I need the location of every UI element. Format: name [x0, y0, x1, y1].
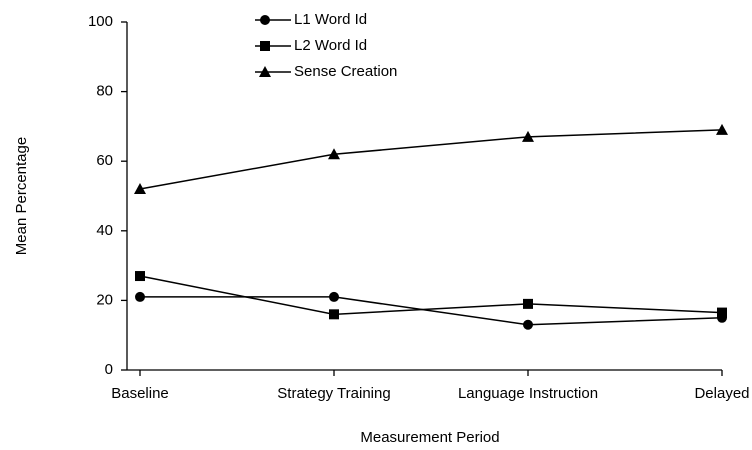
y-tick-label: 0 — [105, 361, 113, 378]
y-tick-label: 80 — [96, 83, 113, 100]
point — [259, 66, 271, 77]
y-tick-label: 20 — [96, 291, 113, 308]
x-tick-label: Strategy Training — [277, 385, 390, 402]
point — [329, 309, 339, 320]
point — [328, 148, 340, 160]
series-line — [140, 296, 723, 326]
y-tick-label: 100 — [88, 13, 113, 30]
x-tick-label: Language Instruction — [458, 385, 598, 402]
legend-label: L2 Word Id — [294, 37, 367, 54]
y-tick-label: 40 — [96, 222, 113, 239]
point — [523, 319, 533, 330]
legend-label: Sense Creation — [294, 63, 397, 80]
point — [260, 41, 270, 51]
point — [135, 271, 145, 282]
y-tick-label: 60 — [96, 152, 113, 169]
series-line — [139, 275, 723, 316]
point — [522, 130, 534, 142]
x-tick-label: Delayed — [694, 385, 749, 402]
x-tick-label: Baseline — [111, 385, 169, 402]
point — [716, 123, 728, 135]
legend-label: L1 Word Id — [294, 11, 367, 28]
point — [135, 291, 145, 302]
x-axis-title: Measurement Period — [360, 429, 499, 446]
point — [260, 15, 270, 25]
point — [523, 298, 533, 309]
y-axis-title: Mean Percentage — [13, 137, 30, 255]
point — [329, 291, 339, 302]
point — [134, 183, 146, 195]
series-line — [139, 129, 723, 190]
point — [717, 307, 727, 318]
